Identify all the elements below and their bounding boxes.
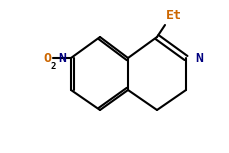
Text: Et: Et xyxy=(166,9,182,22)
Text: N: N xyxy=(195,52,203,65)
Text: 2: 2 xyxy=(50,62,55,71)
Text: O: O xyxy=(43,52,51,65)
Text: N: N xyxy=(58,52,66,65)
